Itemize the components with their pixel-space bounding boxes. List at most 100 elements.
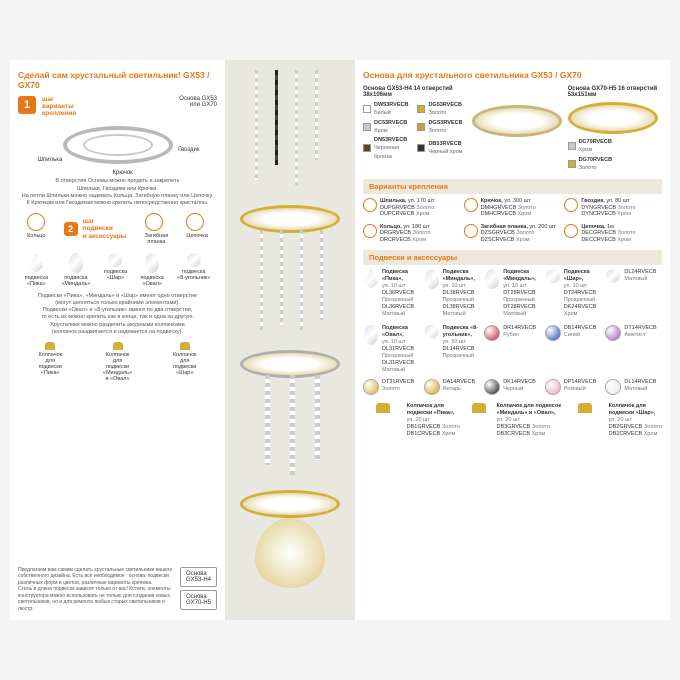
pendant-cell: DP14RVECBРозовый [545,379,602,395]
pendant-cell: DK14RVECBЧерный [484,379,541,395]
pika-shape [29,253,43,273]
pendant-cell: DT14RVECBАметист [605,325,662,375]
pendant-icon [363,325,379,347]
mount-icon [564,198,578,212]
base-label: Основа GX53 или GX70 [80,96,217,108]
color-swatch [545,325,561,341]
description-1: В отверстия Основы можно продеть и закре… [18,178,217,207]
callout-kryuchok: Крючок [113,170,133,176]
cap-cell: Колпачок для подвесок «Миндаль» и «Овал»… [464,403,561,439]
right-catalog-panel: Основа для хрустального светильника GX53… [355,60,670,620]
sku-item: DG70RVECBЗолото [568,156,662,173]
color-swatch [484,379,500,395]
cap-cell: Колпачок для подвески «Пика»,уп. 20 шт D… [363,403,460,439]
pendants-row-1: Подвеска «Пика»,уп. 10 шт DL36RVECBПрозр… [363,269,662,319]
chandelier-gallery [225,60,355,620]
left-title: Сделай сам хрустальный светильник! GX53 … [18,70,217,90]
pendant-cell: DB14RVECBСиний [545,325,602,375]
ugol-shape [187,253,201,267]
pendant-cell: Подвеска «Миндаль»,уп. 10 шт DT28RVECBПр… [484,269,541,319]
note-box-2: Основа GX70-H5 [180,590,217,610]
callout-gvozdik: Гвоздик [178,147,199,153]
pendant-cell: Подвеска «8-угольник»,уп. 50 шт DL14RVEC… [424,325,481,375]
kolco-icon [27,213,45,231]
pendant-cell: Подвеска «Пика»,уп. 10 шт DL36RVECBПрозр… [363,269,420,319]
mount-icon [363,224,377,238]
color-swatch [605,325,621,341]
cap-icon [472,403,486,413]
sku-item: DG53RVECBЗолото [417,101,465,118]
catalog-spread: Сделай сам хрустальный светильник! GX53 … [10,60,670,620]
mount-cell: Шпилька, уп. 170 шт DUPGRVECB Золото DUP… [363,198,461,218]
pendant-shapes-row: подвеска «Пика» подвеска «Миндаль» подве… [18,253,217,287]
note-text: Предлагаем вам самим сделать хрустальные… [18,567,174,613]
cap-cell: Колпачок для подвески «Шар»,уп. 20 шт DB… [565,403,662,439]
pendant-cell: DL24RVECBМатовый [605,269,662,319]
mount-cell: Крючок, уп. 300 шт DMHGRVECB Золото DMHC… [464,198,562,218]
pendant-cell: DR14RVECBРубин [484,325,541,375]
left-diy-panel: Сделай сам хрустальный светильник! GX53 … [10,60,225,620]
base-ring-diagram: Шпилька Крючок Гвоздик [58,122,178,172]
mount-icons-row: Кольцо 2 шаг подвески и аксессуары Загиб… [18,213,217,245]
note-box-1: Основа GX53-H4 [180,567,217,587]
base1-title: Основа GX53-H4 14 отверстий 38х106мм [363,86,562,98]
pendant-icon [424,325,440,347]
cap-icon [578,403,592,413]
step-2-badge: 2 [64,222,78,236]
cap-mindal [113,342,123,350]
bottom-note: Предлагаем вам самим сделать хрустальные… [18,567,217,613]
mount-cell: Загибная планка, уп. 200 шт DZSGRVECB Зо… [464,224,562,244]
mount-cell: Кольцо, уп. 180 шт DRGRVECB Золото DRCRV… [363,224,461,244]
caps-grid: Колпачок для подвески «Пика»,уп. 20 шт D… [363,403,662,439]
sku-item: DW53RVECBБелый [363,101,411,118]
pendant-icon [424,269,440,291]
base2-title: Основа GX70-H5 16 отверстий 53х151мм [568,86,662,98]
color-swatch [545,379,561,395]
pendant-icon [605,269,621,291]
cepochka-icon [186,213,204,231]
base1-skus: DW53RVECBБелый DG53RVECBЗолото DC53RVECBХр… [363,101,466,162]
pendant-cell: DL14RVECBМатовый [605,379,662,395]
callout-shpilka: Шпилька [38,157,63,163]
base1-ring [472,105,562,137]
section-pendants: Подвески и аксессуары [363,250,662,265]
base2-ring [568,102,658,134]
color-swatch [424,379,440,395]
bases-row: Основа GX53-H4 14 отверстий 38х106мм DW5… [363,86,662,173]
pendant-icon [484,269,500,291]
caps-row: Колпачок для подвески «Пика» Колпачок дл… [18,342,217,382]
step-1-label: шаг варианты крепления [42,96,76,117]
base2-skus: DC70RVECBХромDG70RVECBЗолото [568,138,662,172]
right-title: Основа для хрустального светильника GX53… [363,70,662,80]
pendant-cell: DA14RVECBЯнтарь [424,379,481,395]
shar-shape [108,253,122,267]
cap-icon [376,403,390,413]
sku-item: DC53RVECBХром [363,119,411,136]
pendant-icon [363,269,379,291]
sku-item: DC70RVECBХром [568,138,662,155]
mindal-shape [69,253,83,273]
mount-cell: Гвоздик, уп. 80 шт DYNGRVECB Золото DYNC… [564,198,662,218]
pendant-icon [545,269,561,291]
mount-icon [564,224,578,238]
step-1-badge: 1 [18,96,36,114]
mount-cell: Цепочка, 1м DECGRVECB Золото DECCRVECB Х… [564,224,662,244]
pendants-row-2: Подвеска «Овал»,уп. 10 шт DL31RVECBПрозр… [363,325,662,375]
pendant-cell: DT31RVECBЗолото [363,379,420,395]
color-swatch [605,379,621,395]
oval-shape [145,253,159,273]
step-2-label: шаг подвески и аксессуары [83,218,127,239]
color-swatch [484,325,500,341]
section-mount: Варианты крепления [363,179,662,194]
cap-shar [180,342,190,350]
mount-icon [464,198,478,212]
mount-icon [363,198,377,212]
sku-item: DB53RVECBЧерный хром [417,136,465,161]
cap-pika [45,342,55,350]
mounts-grid: Шпилька, уп. 170 шт DUPGRVECB Золото DUP… [363,198,662,244]
planka-icon [145,213,163,231]
sku-item: DGS3RVECBЗолото [417,119,465,136]
pendant-cell: Подвеска «Шар»,уп. 10 шт DT24RVECBПрозра… [545,269,602,319]
mount-icon [464,224,478,238]
description-2: Подвески «Пика», «Миндаль» и «Шар» имеют… [18,293,217,336]
